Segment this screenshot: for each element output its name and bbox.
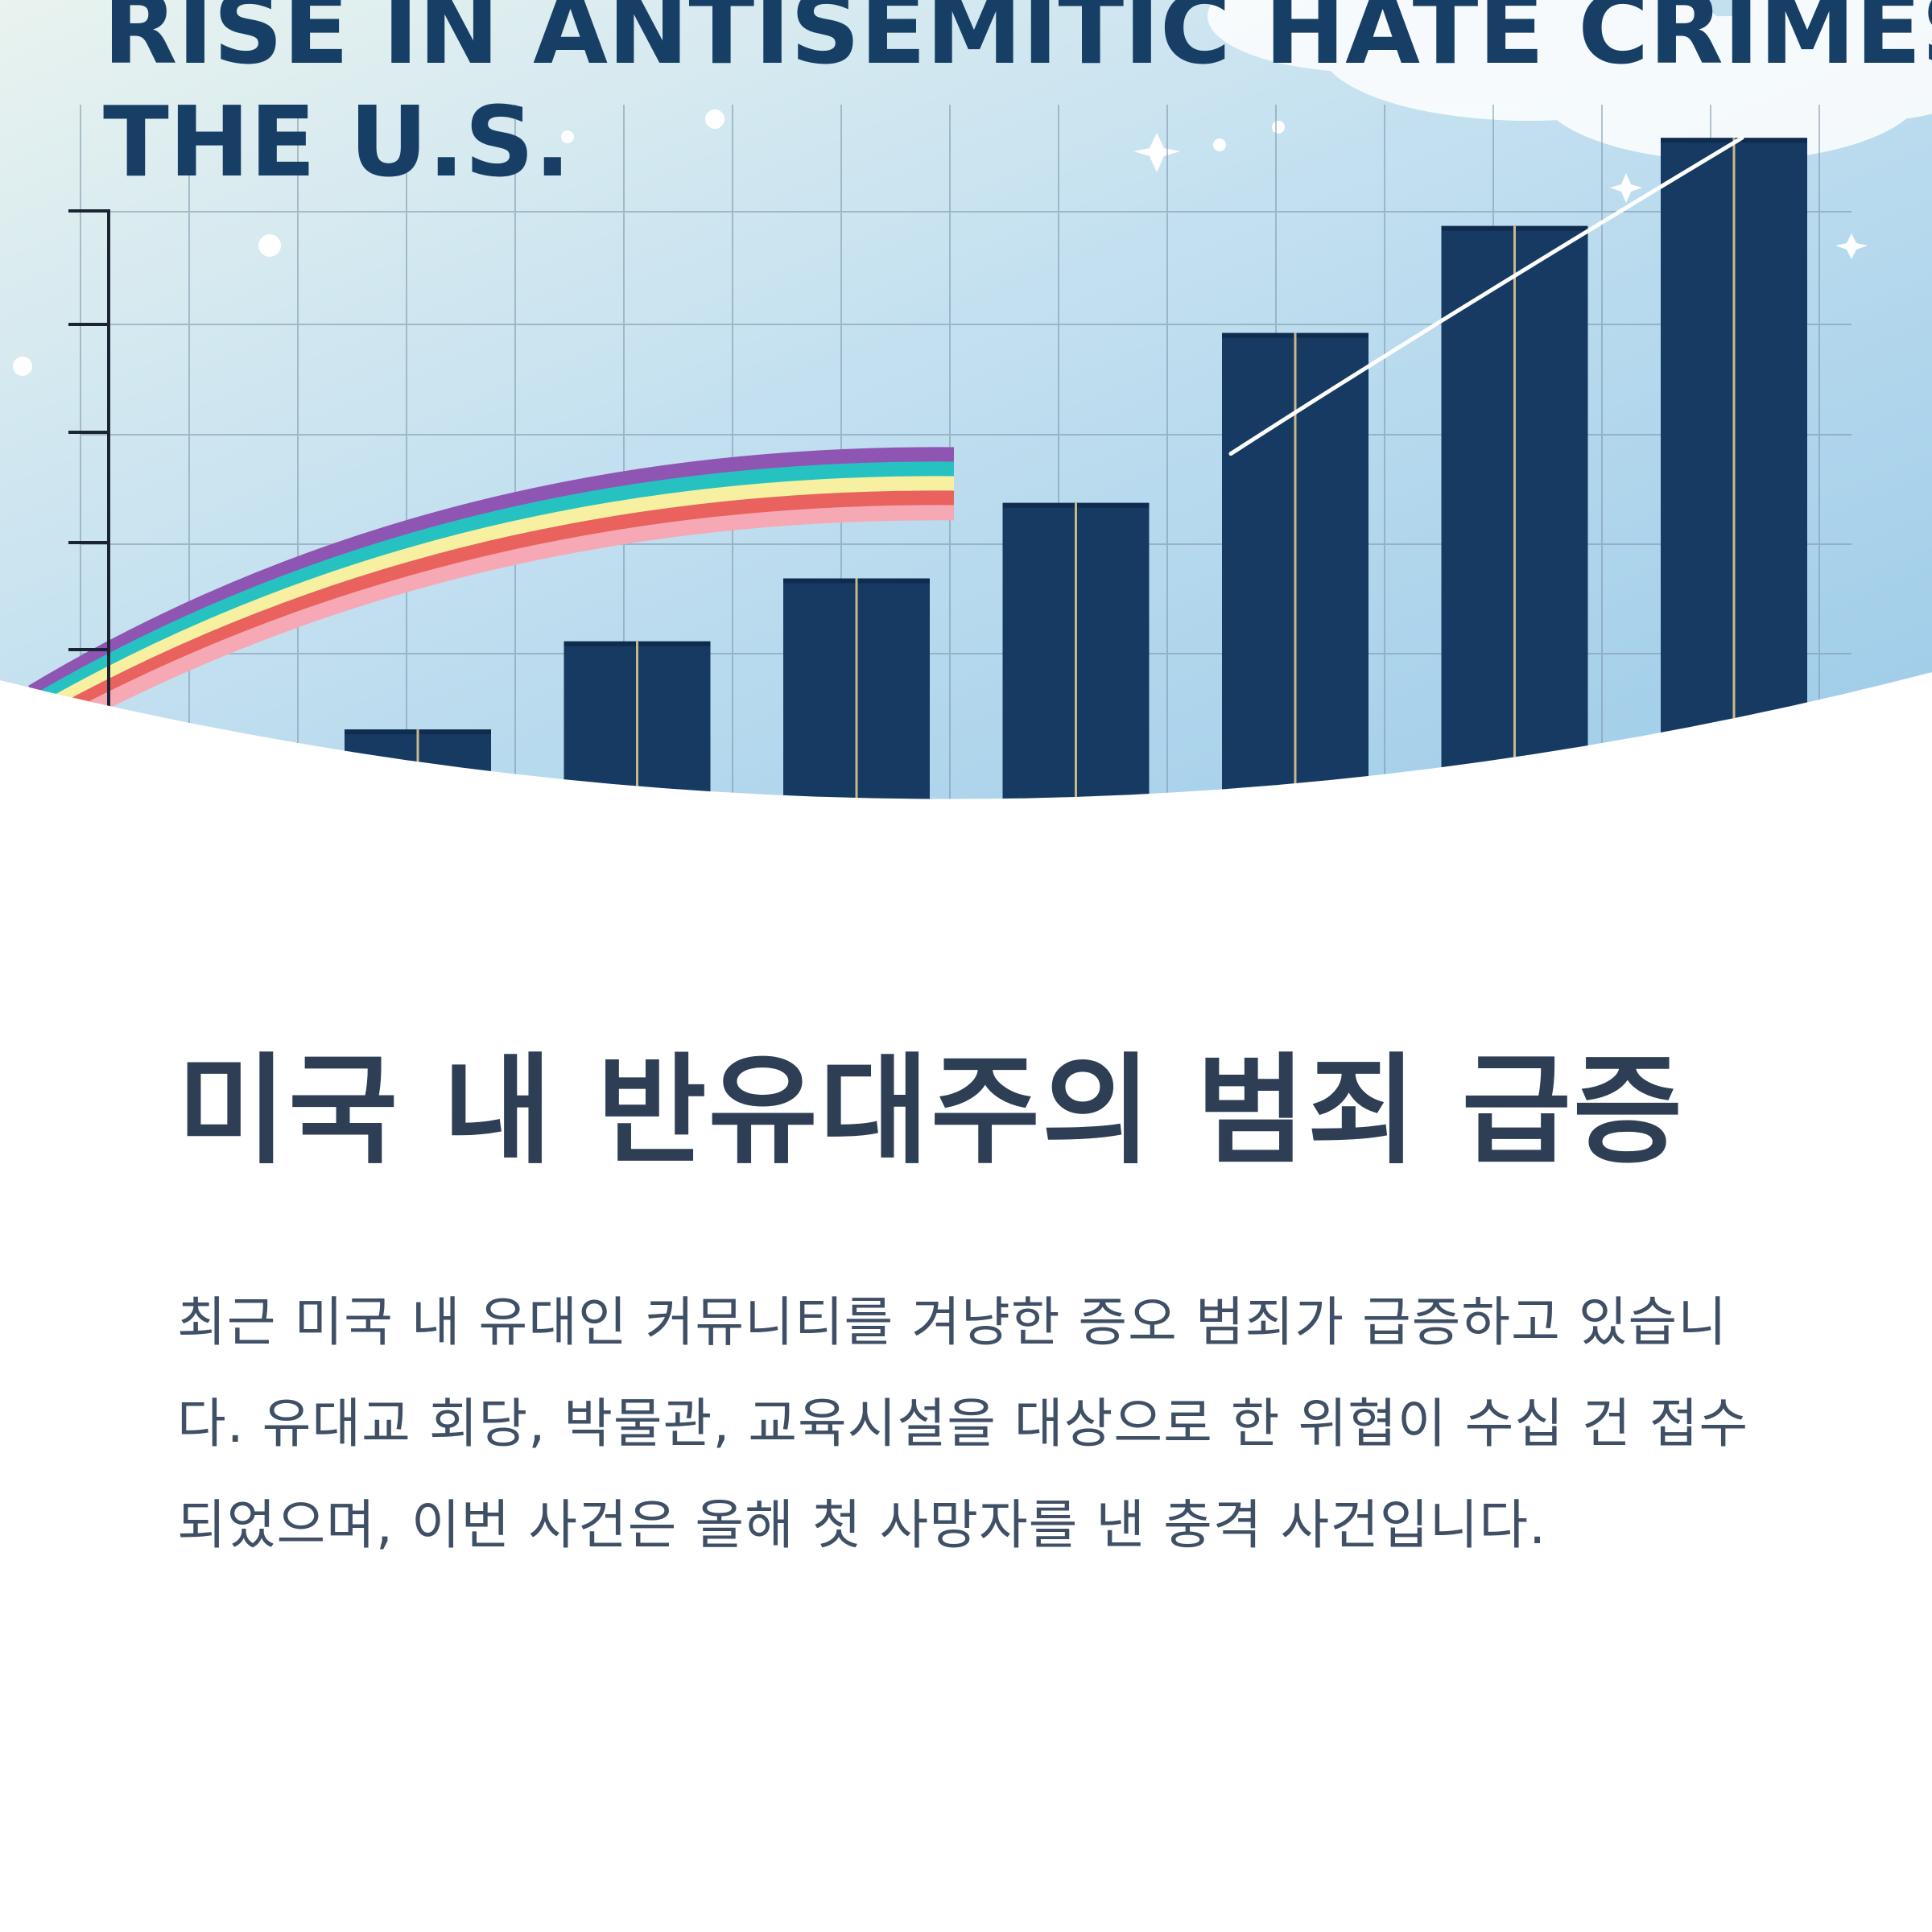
hero-title-line-1: RISE IN ANTISEMITIC HATE CRIMES IN [103, 0, 1932, 86]
bar [783, 578, 930, 799]
article-headline: 미국 내 반유대주의 범죄 급증 [177, 1042, 1685, 1180]
trend-line [1228, 135, 1744, 456]
sparkle-icon [705, 109, 724, 129]
bar [564, 641, 711, 799]
rainbow-band [28, 447, 955, 700]
cloud-icon [1208, 0, 1932, 161]
sparkle-icon [13, 357, 32, 376]
sparkle-icon [258, 234, 281, 257]
bar [1661, 138, 1807, 799]
bar [345, 729, 491, 799]
rainbow-band [23, 461, 955, 714]
bar [1222, 332, 1368, 799]
bar [1441, 225, 1588, 799]
bar [1002, 502, 1150, 799]
hero-illustration: RISE IN ANTISEMITIC HATE CRIMES IN THE U… [0, 0, 1932, 805]
sparkle-icon [1272, 121, 1285, 134]
article-body: 최근 미국 내 유대인 커뮤니티를 겨냥한 증오 범죄가 급증하고 있습니다. … [177, 1291, 1749, 1556]
article: 미국 내 반유대주의 범죄 급증 최근 미국 내 유대인 커뮤니티를 겨냥한 증… [177, 1030, 1771, 1576]
sparkle-icon [1213, 138, 1226, 151]
rainbow-decoration [10, 447, 955, 758]
bar-series [345, 138, 1807, 799]
rainbow-band [15, 490, 955, 743]
star-icon [1610, 173, 1642, 203]
star-icon [1133, 133, 1180, 172]
rainbow-band [10, 505, 955, 758]
sparkle-icon [561, 130, 574, 143]
rainbow-band [19, 476, 955, 729]
star-icon [1835, 233, 1868, 259]
hero-title-line-2: THE U.S. [103, 87, 571, 199]
y-axis [68, 209, 110, 799]
